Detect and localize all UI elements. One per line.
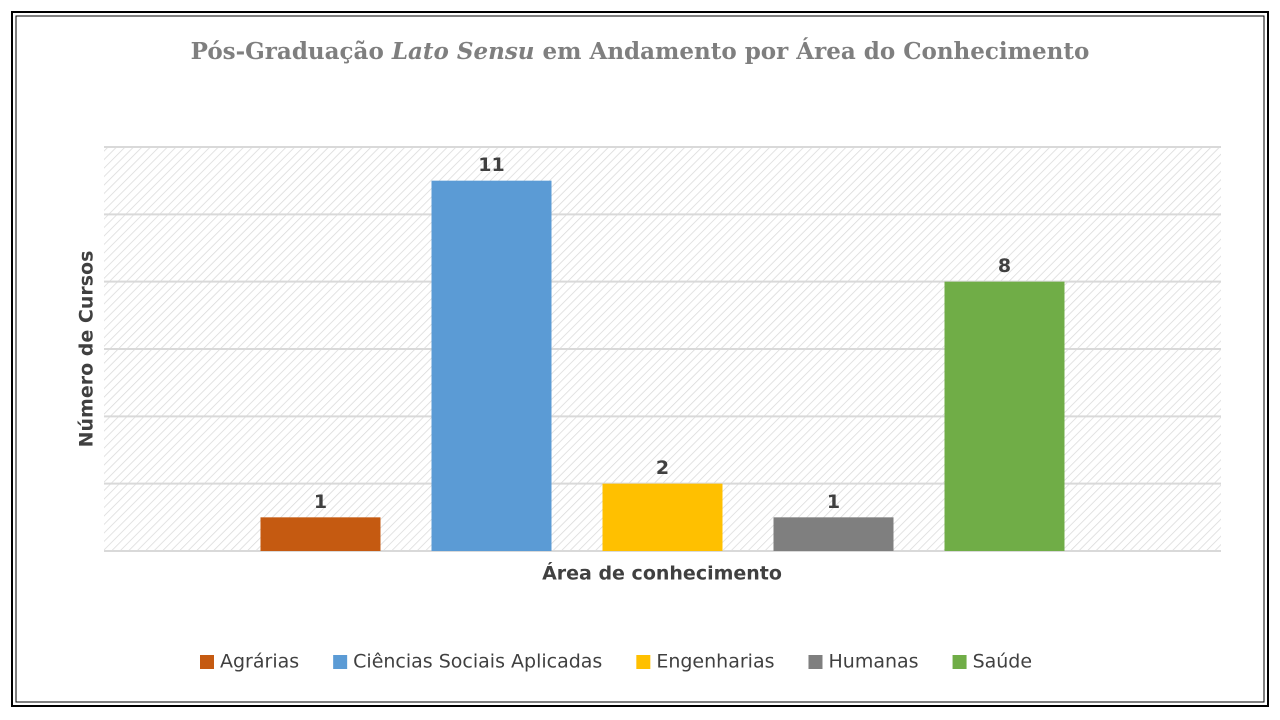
legend-swatch [808, 655, 823, 669]
y-axis-label: Número de Cursos [76, 251, 98, 448]
legend-label: Humanas [828, 651, 918, 673]
legend-swatch [200, 655, 214, 669]
title-part: Lato Sensu [391, 38, 535, 65]
chart-title: Pós-Graduação Lato Sensu em Andamento po… [191, 38, 1090, 65]
legend-swatch [636, 655, 651, 669]
x-axis-label: Área de conhecimento [542, 562, 782, 585]
bar [944, 281, 1065, 551]
legend-swatch [333, 655, 348, 669]
title-part: Pós-Graduação [191, 38, 384, 65]
legend-label: Agrárias [220, 651, 299, 673]
inner-frame [15, 15, 1265, 703]
data-label: 1 [314, 491, 327, 513]
legend-label: Engenharias [656, 651, 774, 673]
legend-label: Saúde [973, 651, 1033, 673]
title-part: em Andamento por Área do Conhecimento [543, 38, 1090, 65]
legend-label: Ciências Sociais Aplicadas [353, 651, 602, 673]
data-label: 1 [827, 491, 840, 513]
bar [431, 180, 552, 551]
legend-swatch [952, 655, 967, 669]
data-label: 11 [478, 154, 504, 176]
data-label: 8 [998, 255, 1011, 277]
bar [260, 517, 381, 551]
bar [602, 483, 723, 551]
data-label: 2 [656, 457, 669, 479]
bar [773, 517, 894, 551]
